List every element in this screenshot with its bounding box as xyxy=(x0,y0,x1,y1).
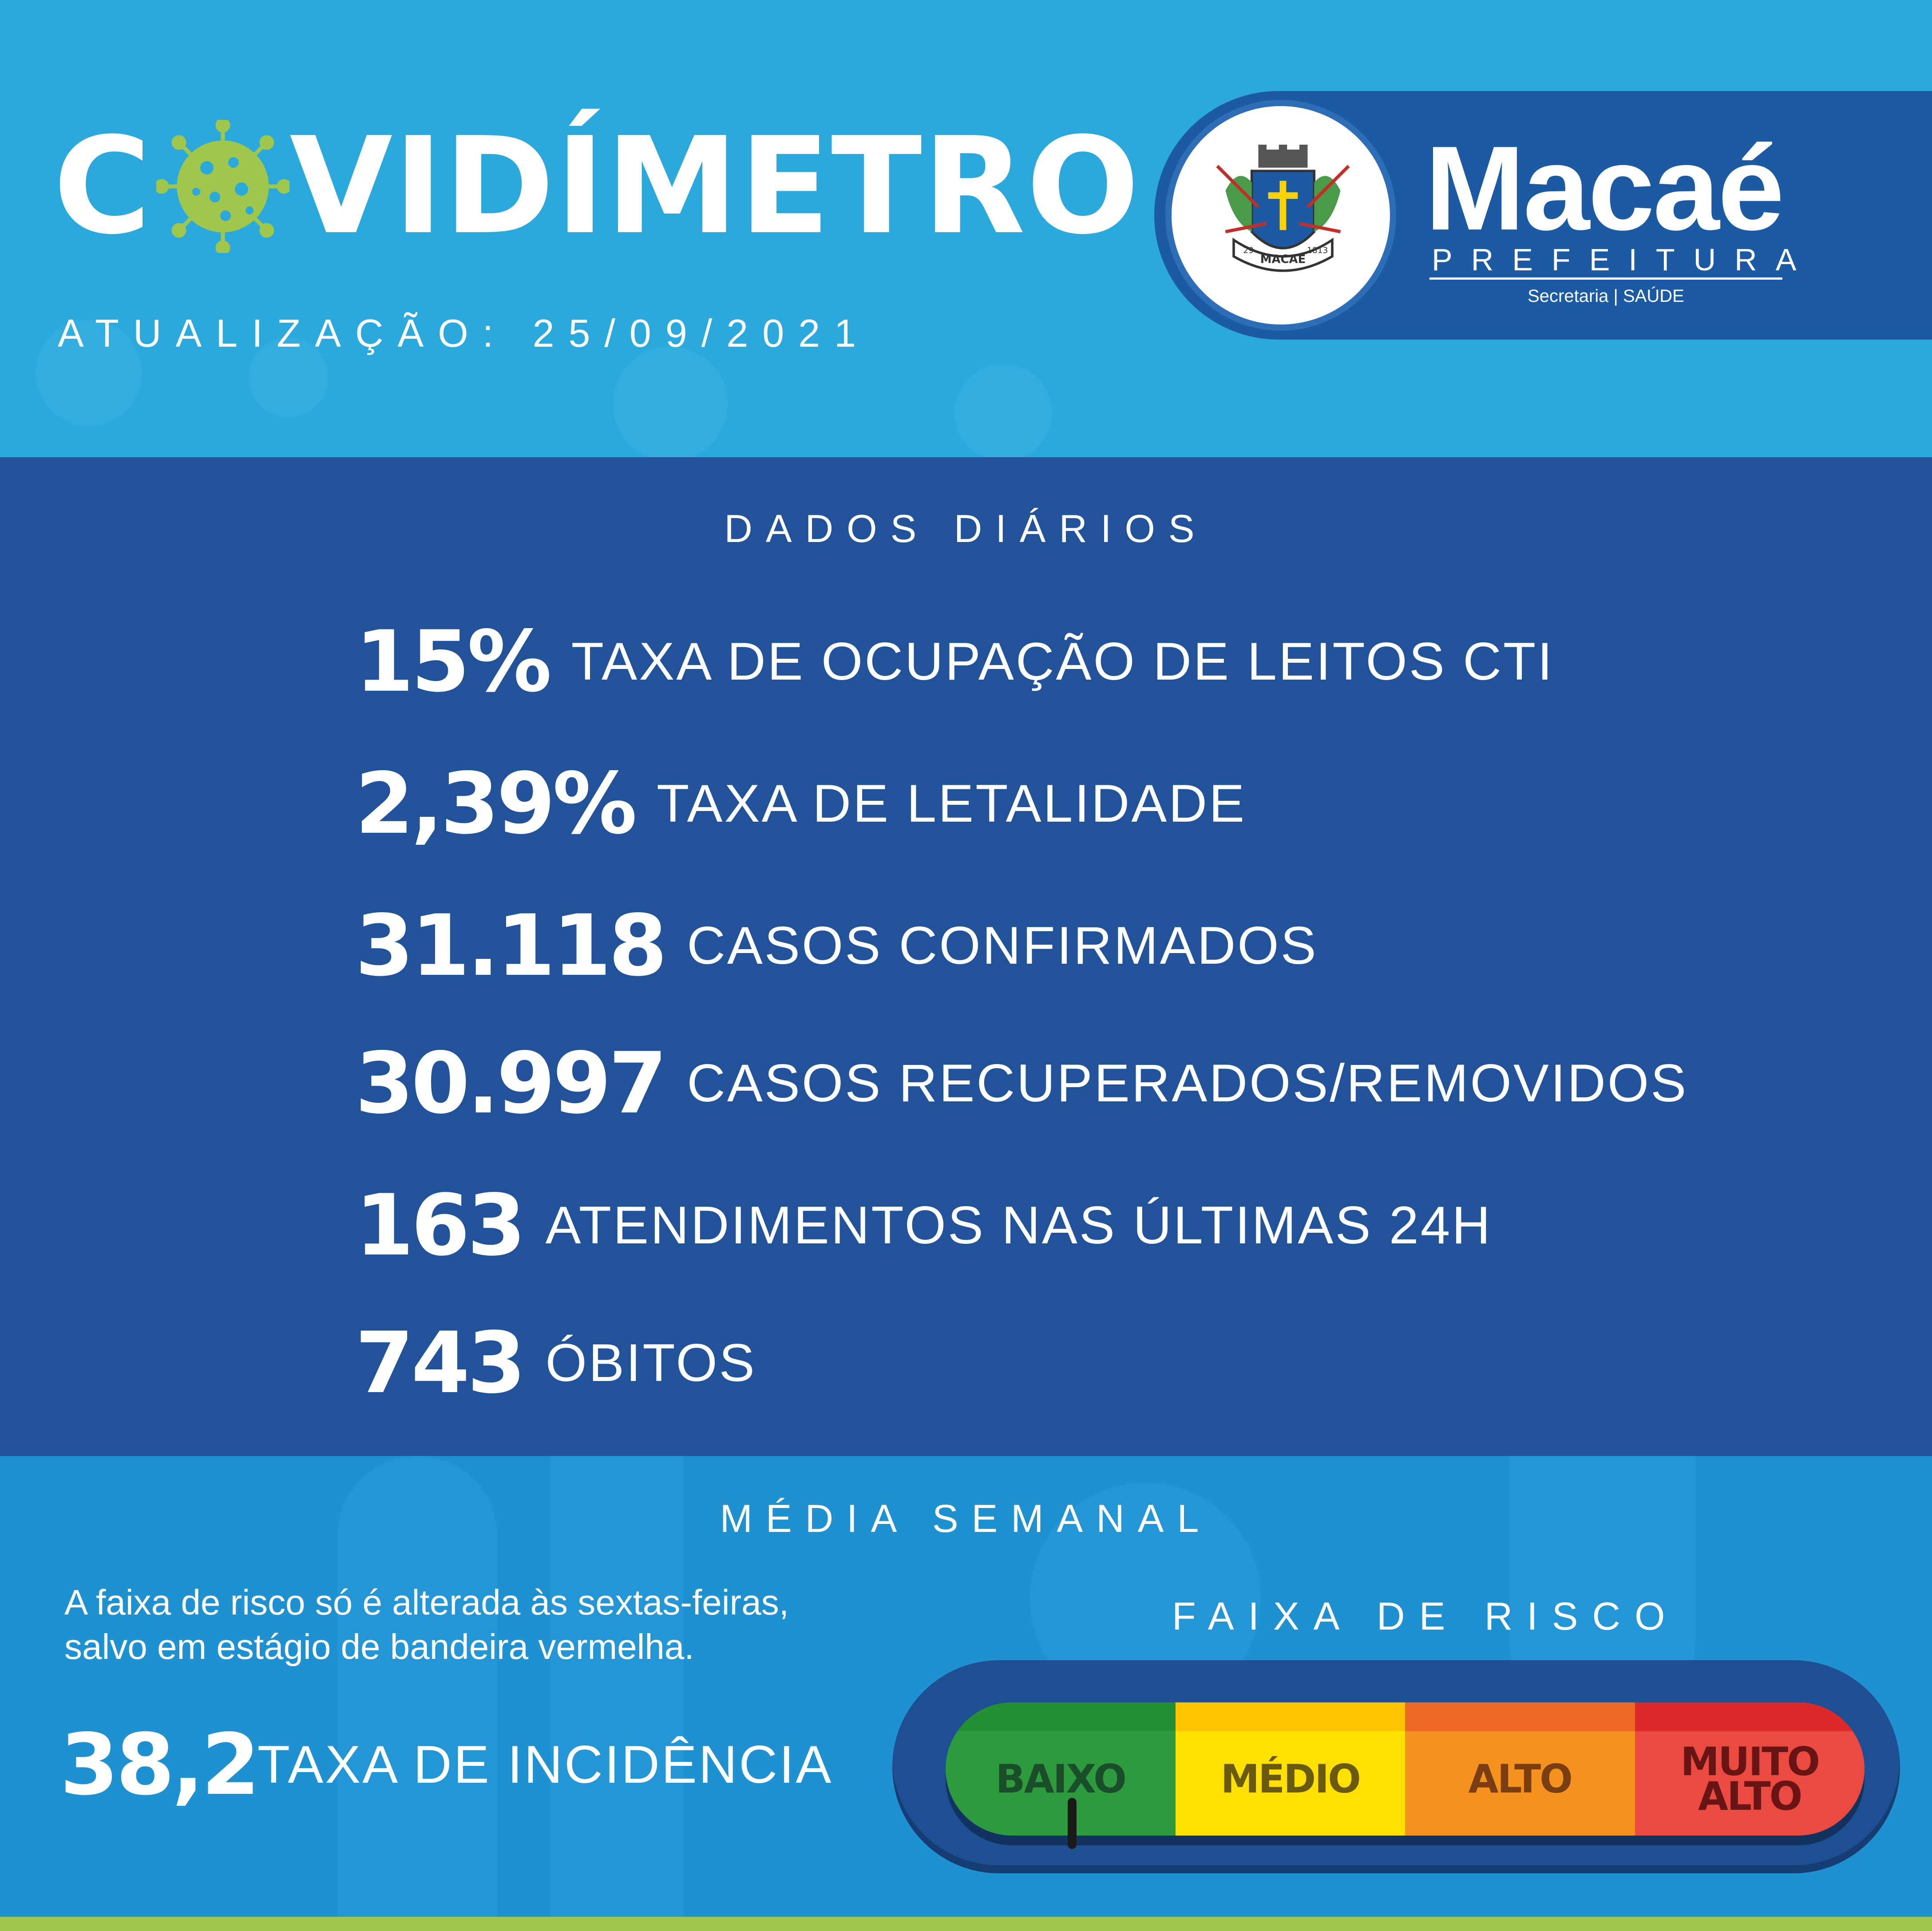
risk-level-label: BAIXO xyxy=(995,1756,1127,1802)
risk-note: A faixa de risco só é alterada às sextas… xyxy=(64,1580,789,1669)
stat-value: 31.118 xyxy=(355,896,667,995)
background-decoration xyxy=(954,364,1052,457)
background-decoration xyxy=(550,1456,684,1918)
city-seal-icon: MACAÉ 29 1813 xyxy=(1216,144,1350,272)
daily-data-section xyxy=(0,457,1932,1456)
stat-label: ATENDIMENTOS NAS ÚLTIMAS 24H xyxy=(545,1195,1492,1255)
background-decoration xyxy=(337,1456,497,1918)
segment-shade xyxy=(1635,1702,1865,1731)
risk-note-line: salvo em estágio de bandeira vermelha. xyxy=(64,1627,694,1666)
stat-attendances: 163 ATENDIMENTOS NAS ÚLTIMAS 24H xyxy=(355,1176,1492,1274)
stat-confirmed: 31.118 CASOS CONFIRMADOS xyxy=(355,896,1318,995)
risk-level-label: MUITO ALTO xyxy=(1680,1738,1820,1819)
incidence-label: TAXA DE INCIDÊNCIA xyxy=(257,1735,833,1794)
brand-department: Secretaria | SAÚDE xyxy=(1528,286,1684,306)
stat-label: CASOS RECUPERADOS/REMOVIDOS xyxy=(687,1053,1688,1113)
stat-value: 163 xyxy=(355,1176,526,1274)
stat-recovered: 30.997 CASOS RECUPERADOS/REMOVIDOS xyxy=(355,1034,1688,1132)
risk-level-label: ALTO xyxy=(1468,1756,1573,1802)
seal-year-right: 1813 xyxy=(1307,246,1328,255)
stat-value: 743 xyxy=(355,1314,526,1412)
brand-name: Macaé xyxy=(1425,122,1785,255)
brand-divider xyxy=(1429,277,1782,280)
risk-level-very-high: MUITO ALTO xyxy=(1635,1702,1865,1836)
background-decoration xyxy=(613,346,728,457)
stat-value: 30.997 xyxy=(355,1034,667,1132)
stat-icu-occupancy: 15% TAXA DE OCUPAÇÃO DE LEITOS CTI xyxy=(355,612,1554,711)
risk-note-line: A faixa de risco só é alterada às sextas… xyxy=(64,1583,789,1622)
stat-label: TAXA DE LETALIDADE xyxy=(657,774,1247,833)
stat-value: 2,39% xyxy=(355,754,637,853)
risk-level-medium: MÉDIO xyxy=(1175,1702,1405,1836)
weekly-title: MÉDIA SEMANAL xyxy=(720,1496,1212,1540)
stat-label: CASOS CONFIRMADOS xyxy=(687,916,1318,975)
segment-shade xyxy=(946,1702,1176,1731)
risk-needle xyxy=(1068,1798,1077,1849)
segment-shade xyxy=(1175,1702,1405,1731)
risk-gauge: BAIXO MÉDIO ALTO MUITO ALTO xyxy=(946,1702,1865,1836)
stat-label: ÓBITOS xyxy=(545,1333,756,1393)
title-suffix: VIDÍMETRO xyxy=(289,109,1140,264)
stat-value: 15% xyxy=(355,612,552,711)
background-decoration xyxy=(36,320,142,426)
incidence-rate: 38,2 TAXA DE INCIDÊNCIA xyxy=(60,1713,833,1816)
seal-year-left: 29 xyxy=(1243,246,1254,255)
virus-icon xyxy=(156,120,290,253)
bottom-strip xyxy=(0,1917,1932,1931)
incidence-value: 38,2 xyxy=(60,1715,260,1814)
segment-shade xyxy=(1405,1702,1635,1731)
daily-data-title: DADOS DIÁRIOS xyxy=(724,506,1208,550)
brand-subtitle: PREFEITURA xyxy=(1432,242,1815,277)
stat-label: TAXA DE OCUPAÇÃO DE LEITOS CTI xyxy=(571,632,1554,691)
background-decoration xyxy=(249,337,329,417)
seal-text: MACAÉ xyxy=(1260,252,1306,266)
risk-level-low: BAIXO xyxy=(946,1702,1176,1836)
title-prefix: C xyxy=(53,109,152,264)
page-title: C VIDÍMETRO xyxy=(53,111,1140,262)
risk-level-high: ALTO xyxy=(1405,1702,1635,1836)
risk-level-label: MÉDIO xyxy=(1220,1756,1361,1802)
update-date: ATUALIZAÇÃO: 25/09/2021 xyxy=(58,311,871,355)
stat-deaths: 743 ÓBITOS xyxy=(355,1314,756,1412)
stat-lethality: 2,39% TAXA DE LETALIDADE xyxy=(355,754,1247,853)
risk-title: FAIXA DE RISCO xyxy=(1172,1594,1679,1638)
